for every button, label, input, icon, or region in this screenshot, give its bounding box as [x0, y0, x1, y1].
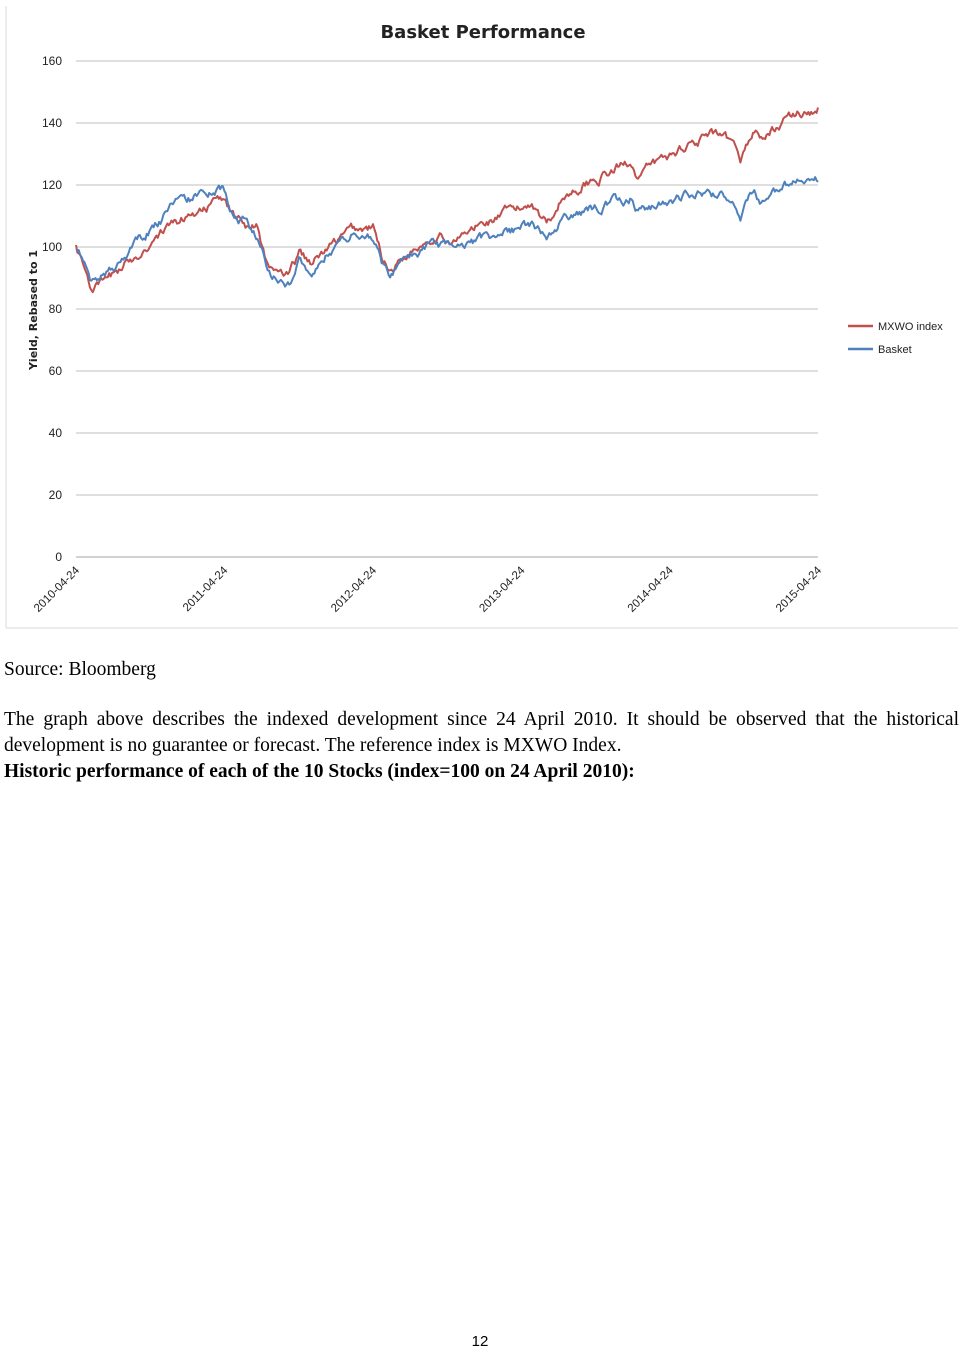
series-line-basket: [75, 176, 819, 288]
y-tick-label: 20: [49, 488, 63, 502]
x-tick-label: 2015-04-24: [774, 564, 825, 615]
description-paragraph: The graph above describes the indexed de…: [4, 709, 959, 756]
y-tick-label: 100: [42, 240, 62, 254]
y-tick-label: 140: [42, 116, 62, 130]
chart-title: Basket Performance: [380, 22, 585, 43]
legend: MXWO index Basket: [848, 321, 943, 356]
basket-performance-chart: Basket Performance Yield, Rebased to 1 0…: [0, 0, 960, 630]
y-axis-ticks: 0 20 40 60 80 100 120 140 160: [42, 54, 62, 564]
series-lines: [75, 107, 819, 294]
y-tick-label: 40: [49, 426, 63, 440]
legend-label: MXWO index: [878, 321, 943, 333]
grid-lines: [76, 60, 818, 558]
x-tick-label: 2011-04-24: [181, 564, 231, 614]
legend-label: Basket: [878, 344, 912, 356]
page-number: 12: [471, 1333, 489, 1350]
y-tick-label: 160: [42, 54, 62, 68]
y-tick-label: 80: [49, 302, 63, 316]
x-tick-label: 2010-04-24: [32, 564, 83, 615]
y-tick-label: 0: [55, 550, 62, 564]
x-tick-label: 2012-04-24: [329, 564, 380, 615]
y-axis-title: Yield, Rebased to 1: [27, 250, 40, 371]
stocks-heading: Historic performance of each of the 10 S…: [4, 761, 635, 782]
y-tick-label: 120: [42, 178, 62, 192]
x-tick-label: 2014-04-24: [626, 564, 677, 615]
y-tick-label: 60: [49, 364, 63, 378]
chart-canvas: Basket Performance Yield, Rebased to 1 0…: [5, 6, 958, 629]
x-axis-ticks: 2010-04-24 2011-04-24 2012-04-24 2013-04-24…: [32, 564, 825, 615]
source-line: Source: Bloomberg: [4, 659, 156, 680]
x-tick-label: 2013-04-24: [477, 564, 528, 615]
